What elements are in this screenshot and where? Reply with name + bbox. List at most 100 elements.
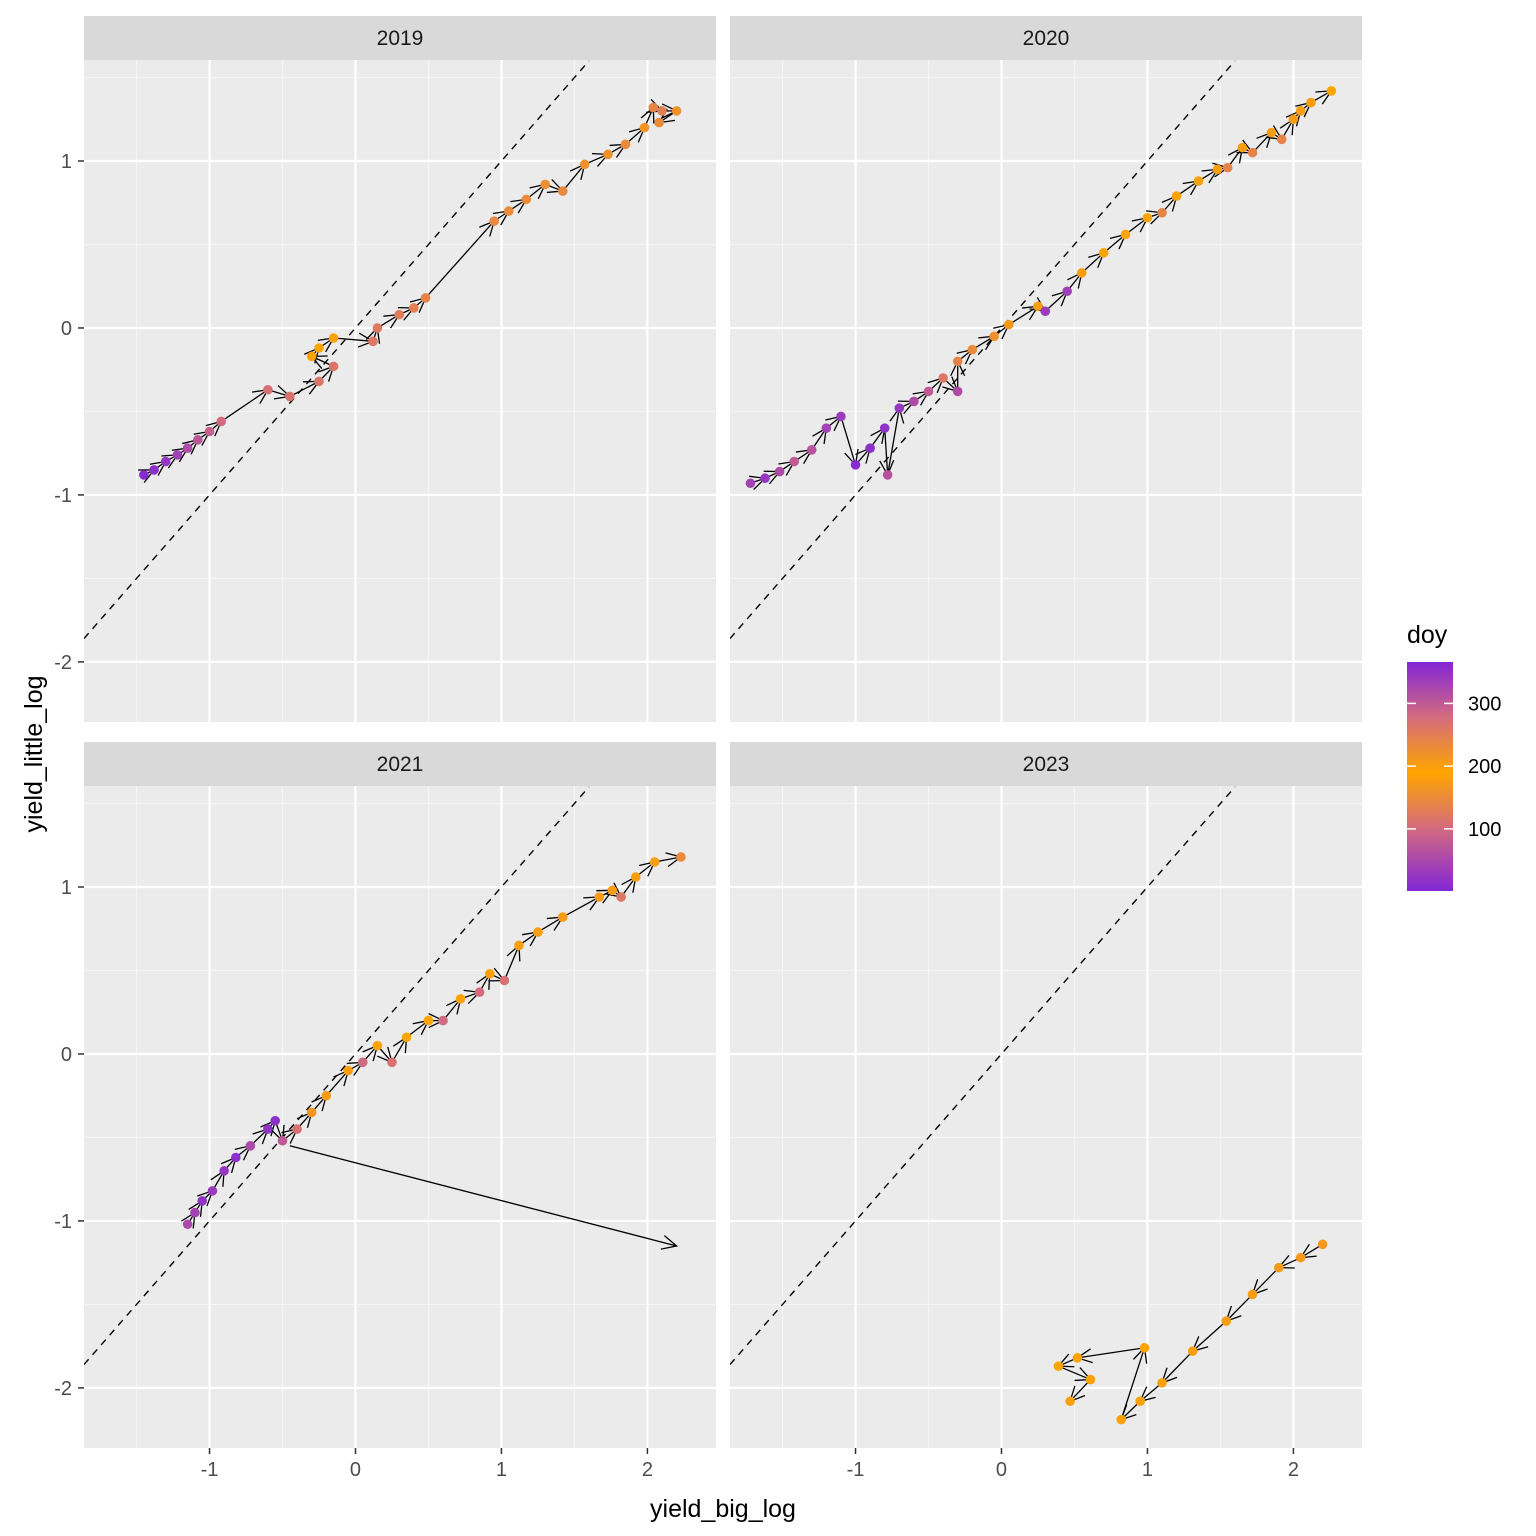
path-arrowhead xyxy=(660,1235,679,1250)
data-point xyxy=(774,466,785,477)
data-point xyxy=(1085,1374,1096,1385)
data-point xyxy=(557,912,568,922)
y-tick-label: -2 xyxy=(54,652,72,674)
data-point xyxy=(474,987,485,997)
x-tick-label: 2 xyxy=(642,1459,653,1481)
path-segment xyxy=(840,416,857,466)
data-point xyxy=(607,885,618,896)
path-segment xyxy=(1081,252,1105,274)
data-point xyxy=(438,1015,448,1026)
data-point xyxy=(455,994,466,1004)
reference-line-1to1 xyxy=(730,60,1236,639)
data-point xyxy=(540,179,551,190)
data-point xyxy=(314,343,324,353)
data-point xyxy=(594,892,605,902)
data-point xyxy=(394,309,405,320)
data-point xyxy=(952,356,963,367)
data-point xyxy=(533,927,543,937)
path-segment xyxy=(333,337,374,342)
data-point xyxy=(1065,1396,1075,1407)
x-tick-label: 2 xyxy=(1288,1459,1299,1481)
data-point xyxy=(657,106,667,116)
legend-tick-label: 100 xyxy=(1468,819,1501,841)
path-segment xyxy=(1120,1347,1146,1420)
data-point xyxy=(172,450,183,460)
data-point xyxy=(1306,97,1316,108)
data-point xyxy=(230,1152,241,1163)
y-tick-label: -2 xyxy=(54,1378,72,1400)
data-point xyxy=(671,106,682,116)
data-point xyxy=(579,159,590,170)
data-point xyxy=(639,122,650,133)
data-point xyxy=(1003,319,1014,330)
facet-panel-2021: 2021 xyxy=(84,742,716,1448)
data-point xyxy=(1142,212,1153,223)
facet-strip xyxy=(84,742,716,786)
data-point xyxy=(1247,147,1258,158)
facet-panel-2023: 2023 xyxy=(730,742,1362,1448)
data-point xyxy=(409,303,419,313)
panel-background xyxy=(84,786,716,1448)
x-tick-label: 0 xyxy=(996,1459,1007,1481)
data-point xyxy=(321,1090,332,1101)
data-point xyxy=(204,426,215,437)
data-point xyxy=(207,1186,218,1196)
data-point xyxy=(879,423,890,433)
data-point xyxy=(328,333,339,343)
data-point xyxy=(387,1057,397,1068)
color-legend: doy 100 200 300 xyxy=(1407,621,1501,891)
data-point xyxy=(1276,134,1287,145)
path-segment xyxy=(1044,290,1068,312)
path-segment-long xyxy=(289,1145,677,1247)
data-point xyxy=(654,117,664,128)
path-segment xyxy=(1192,1320,1227,1352)
y-tick-label: 0 xyxy=(61,318,72,340)
data-point xyxy=(343,1065,353,1076)
data-point xyxy=(514,940,524,951)
facet-strip-label: 2021 xyxy=(377,753,424,776)
data-point xyxy=(616,892,626,902)
data-point xyxy=(149,465,159,475)
data-point xyxy=(270,1115,281,1126)
path-segment xyxy=(1069,1379,1091,1402)
panel-content xyxy=(730,786,1328,1425)
data-point xyxy=(649,857,660,867)
data-point xyxy=(1193,176,1204,186)
data-point xyxy=(603,149,613,160)
data-point xyxy=(328,361,339,372)
data-point xyxy=(245,1141,256,1151)
data-point xyxy=(630,872,641,882)
data-point xyxy=(1072,1353,1083,1363)
data-point xyxy=(1098,248,1109,258)
data-point xyxy=(1326,86,1337,96)
data-point xyxy=(1120,229,1131,240)
data-point xyxy=(1187,1346,1198,1356)
data-point xyxy=(806,445,817,455)
facet-strip-label: 2020 xyxy=(1023,27,1070,50)
data-point xyxy=(314,376,324,387)
data-point xyxy=(923,386,934,397)
data-point xyxy=(745,478,756,489)
data-point xyxy=(894,403,905,413)
data-point xyxy=(676,852,686,862)
data-point xyxy=(197,1196,208,1206)
facet-panel-2019: 2019 xyxy=(84,16,716,722)
data-point xyxy=(484,969,495,979)
y-axis-title: yield_little_log xyxy=(20,675,48,832)
data-point xyxy=(620,139,631,150)
data-point xyxy=(760,473,770,484)
data-point xyxy=(938,373,948,383)
data-point xyxy=(789,456,800,467)
data-point xyxy=(967,344,978,355)
data-point xyxy=(1295,1252,1306,1263)
path-segment xyxy=(537,916,564,933)
data-point xyxy=(1317,1239,1328,1250)
legend-title: doy xyxy=(1407,621,1448,649)
data-point xyxy=(521,194,532,205)
path-segment xyxy=(425,220,495,299)
data-point xyxy=(277,1135,288,1146)
y-tick-label: 1 xyxy=(61,151,72,173)
data-point xyxy=(306,351,317,362)
facet-strip-label: 2023 xyxy=(1023,753,1070,776)
facet-strip-label: 2019 xyxy=(377,27,424,50)
